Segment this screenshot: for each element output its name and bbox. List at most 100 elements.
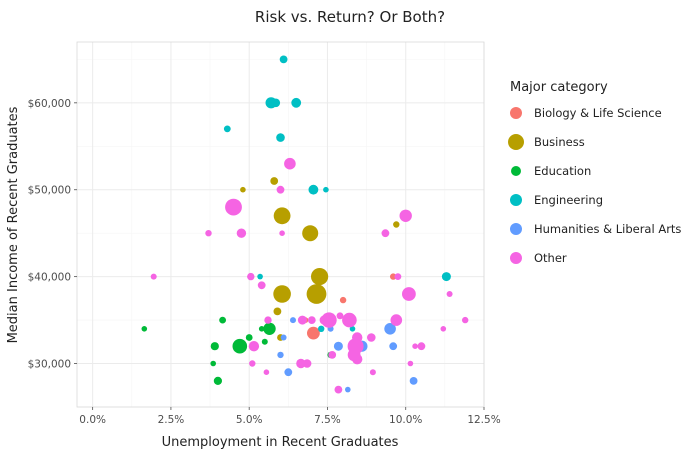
- data-point-engineering: [441, 272, 451, 282]
- data-point-engineering: [257, 273, 263, 280]
- data-point-other: [352, 354, 363, 365]
- data-point-engineering: [279, 55, 288, 64]
- data-point-other: [150, 273, 157, 280]
- data-point-humanities-liberal-arts: [409, 377, 418, 385]
- data-point-other: [446, 291, 453, 297]
- legend-key: [510, 252, 522, 264]
- data-point-education: [245, 334, 253, 341]
- x-axis-title: Unemployment in Recent Graduates: [162, 435, 399, 450]
- data-point-education: [261, 338, 268, 345]
- data-point-other: [319, 315, 329, 325]
- legend-label: Engineering: [534, 193, 603, 207]
- legend-key: [510, 107, 522, 119]
- data-point-business: [311, 268, 329, 286]
- data-point-education: [263, 322, 276, 335]
- data-points: [141, 55, 469, 394]
- data-point-engineering: [223, 125, 231, 133]
- legend: Major category Biology & Life Science Bus…: [508, 80, 681, 265]
- data-point-humanities-liberal-arts: [384, 323, 396, 335]
- x-tick-label: 10.0%: [389, 414, 422, 426]
- data-point-business: [240, 186, 246, 193]
- data-point-engineering: [276, 133, 285, 142]
- data-point-other: [412, 343, 418, 350]
- y-axis-ticks: $30,000 $40,000 $50,000 $60,000: [28, 98, 77, 371]
- data-point-other: [381, 229, 390, 238]
- data-point-other: [264, 316, 272, 324]
- legend-key: [510, 223, 522, 235]
- data-point-humanities-liberal-arts: [389, 342, 398, 351]
- data-point-other: [296, 358, 306, 369]
- data-point-business: [393, 221, 400, 228]
- data-point-other: [417, 342, 426, 351]
- data-point-other: [328, 351, 337, 359]
- plot-panel-border: [76, 41, 485, 408]
- legend-label: Education: [534, 164, 591, 178]
- data-point-biology-life-science: [307, 326, 320, 340]
- data-point-other: [307, 316, 316, 324]
- data-point-other: [342, 312, 357, 328]
- data-point-engineering: [291, 97, 302, 108]
- data-point-education: [210, 342, 219, 351]
- data-point-education: [232, 338, 248, 354]
- data-point-other: [399, 209, 412, 222]
- data-point-business: [273, 207, 291, 225]
- legend-key: [511, 166, 521, 176]
- y-tick-label: $40,000: [28, 272, 71, 284]
- data-point-biology-life-science: [339, 296, 347, 304]
- data-point-other: [390, 314, 403, 326]
- data-point-engineering: [318, 325, 325, 332]
- data-point-humanities-liberal-arts: [284, 368, 293, 377]
- data-point-other: [247, 272, 255, 281]
- data-point-humanities-liberal-arts: [280, 334, 287, 341]
- legend-key: [508, 134, 524, 150]
- data-point-other: [336, 312, 344, 320]
- data-point-other: [297, 315, 307, 325]
- data-point-humanities-liberal-arts: [333, 341, 343, 351]
- data-point-business: [306, 284, 327, 304]
- data-point-other: [225, 198, 242, 216]
- y-tick-label: $50,000: [28, 185, 71, 197]
- legend-label: Humanities & Liberal Arts: [534, 222, 681, 236]
- data-point-education: [213, 376, 222, 385]
- data-point-humanities-liberal-arts: [345, 386, 351, 393]
- legend-label: Business: [534, 135, 585, 149]
- data-point-education: [258, 326, 265, 332]
- data-point-humanities-liberal-arts: [277, 351, 284, 359]
- data-point-other: [367, 333, 376, 342]
- data-point-other: [257, 281, 266, 290]
- legend-key: [510, 194, 522, 206]
- y-tick-label: $30,000: [28, 359, 71, 371]
- data-point-other: [407, 360, 414, 367]
- data-point-other: [440, 326, 447, 332]
- data-point-biology-life-science: [390, 273, 397, 280]
- x-tick-label: 0.0%: [79, 414, 106, 426]
- y-axis-title: Median Income of Recent Graduates: [6, 106, 21, 343]
- data-point-other: [334, 385, 343, 394]
- data-point-engineering: [271, 98, 281, 108]
- data-point-humanities-liberal-arts: [290, 317, 296, 324]
- data-point-other: [249, 360, 256, 367]
- data-point-other: [394, 273, 402, 280]
- data-point-engineering: [323, 186, 329, 193]
- data-point-business: [273, 285, 291, 303]
- x-tick-label: 12.5%: [467, 414, 500, 426]
- legend-label: Biology & Life Science: [534, 106, 662, 120]
- data-point-education: [219, 316, 227, 324]
- x-axis-ticks: 0.0% 2.5% 5.0% 7.5% 10.0% 12.5%: [79, 407, 501, 426]
- data-point-other: [284, 157, 296, 170]
- data-point-business: [302, 225, 319, 242]
- data-point-other: [205, 230, 212, 237]
- legend-label: Other: [534, 251, 567, 265]
- x-tick-label: 5.0%: [236, 414, 263, 426]
- data-point-education: [210, 360, 216, 367]
- data-point-other: [263, 369, 270, 376]
- chart-title: Risk vs. Return? Or Both?: [255, 8, 445, 26]
- data-point-other: [462, 316, 469, 324]
- data-point-other: [248, 341, 260, 352]
- x-tick-label: 7.5%: [314, 414, 341, 426]
- data-point-other: [236, 228, 247, 238]
- legend-items: Biology & Life Science Business Education E…: [508, 106, 681, 265]
